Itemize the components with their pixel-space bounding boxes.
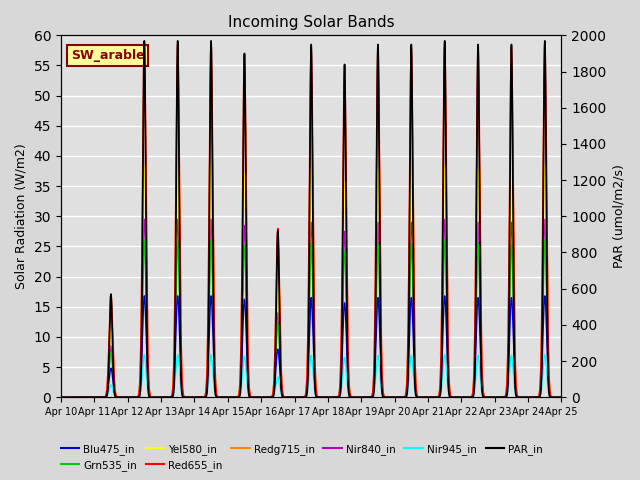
Grn535_in — [531, 395, 538, 400]
Yel580_in — [294, 395, 301, 400]
Yel580_in — [57, 395, 65, 400]
Blu475_in — [57, 395, 65, 400]
Red655_in — [227, 395, 235, 400]
Yel580_in — [536, 381, 544, 386]
Yel580_in — [423, 395, 431, 400]
Grn535_in — [57, 395, 65, 400]
Nir945_in — [536, 392, 544, 397]
Nir840_in — [437, 372, 445, 378]
PAR_in — [437, 384, 445, 390]
Yel580_in — [531, 395, 538, 400]
Nir945_in — [140, 352, 148, 358]
Blu475_in — [536, 388, 544, 394]
Yel580_in — [557, 395, 565, 400]
Nir840_in — [557, 395, 565, 400]
Nir840_in — [294, 395, 301, 400]
PAR_in — [423, 395, 431, 400]
Title: Incoming Solar Bands: Incoming Solar Bands — [228, 15, 394, 30]
Nir840_in — [531, 395, 538, 400]
Red655_in — [531, 395, 538, 400]
PAR_in — [531, 395, 538, 400]
Nir840_in — [536, 384, 544, 389]
Grn535_in — [140, 238, 148, 243]
Yel580_in — [437, 365, 445, 371]
Redg715_in — [531, 395, 538, 400]
Nir945_in — [437, 389, 445, 395]
PAR_in — [227, 395, 235, 400]
Line: Redg715_in: Redg715_in — [61, 70, 561, 397]
Red655_in — [536, 373, 544, 379]
Blu475_in — [294, 395, 301, 400]
Blu475_in — [423, 395, 431, 400]
Blu475_in — [557, 395, 565, 400]
Redg715_in — [294, 395, 301, 400]
Redg715_in — [557, 395, 565, 400]
Line: Red655_in: Red655_in — [61, 41, 561, 397]
PAR_in — [557, 395, 565, 400]
Red655_in — [423, 395, 431, 400]
Line: Yel580_in: Yel580_in — [61, 166, 561, 397]
Y-axis label: Solar Radiation (W/m2): Solar Radiation (W/m2) — [15, 144, 28, 289]
Y-axis label: PAR (umol/m2/s): PAR (umol/m2/s) — [612, 164, 625, 268]
Line: Blu475_in: Blu475_in — [61, 296, 561, 397]
Nir945_in — [557, 395, 565, 400]
Nir945_in — [294, 395, 301, 400]
PAR_in — [140, 38, 148, 44]
Grn535_in — [557, 395, 565, 400]
Grn535_in — [294, 395, 301, 400]
Nir945_in — [423, 395, 431, 400]
Nir945_in — [531, 395, 538, 400]
PAR_in — [294, 395, 301, 400]
Line: Nir840_in: Nir840_in — [61, 219, 561, 397]
Nir840_in — [227, 395, 235, 400]
Grn535_in — [227, 395, 235, 400]
Nir945_in — [57, 395, 65, 400]
Nir840_in — [57, 395, 65, 400]
Redg715_in — [140, 67, 148, 73]
Blu475_in — [437, 382, 445, 387]
Red655_in — [57, 395, 65, 400]
Grn535_in — [536, 385, 544, 391]
Blu475_in — [227, 395, 235, 400]
Redg715_in — [423, 395, 431, 400]
Redg715_in — [57, 395, 65, 400]
Red655_in — [294, 395, 301, 400]
Blu475_in — [140, 293, 148, 299]
Yel580_in — [227, 395, 235, 400]
Redg715_in — [227, 395, 235, 400]
Grn535_in — [437, 374, 445, 380]
Red655_in — [557, 395, 565, 400]
Yel580_in — [140, 163, 148, 169]
Blu475_in — [531, 395, 538, 400]
Legend: Blu475_in, Grn535_in, Yel580_in, Red655_in, Redg715_in, Nir840_in, Nir945_in, PA: Blu475_in, Grn535_in, Yel580_in, Red655_… — [56, 439, 547, 475]
Redg715_in — [437, 353, 445, 359]
Line: Grn535_in: Grn535_in — [61, 240, 561, 397]
Nir840_in — [423, 395, 431, 400]
Nir945_in — [227, 395, 235, 400]
Line: PAR_in: PAR_in — [61, 41, 561, 397]
PAR_in — [57, 395, 65, 400]
Nir840_in — [140, 216, 148, 222]
Grn535_in — [423, 395, 431, 400]
PAR_in — [536, 392, 544, 397]
Redg715_in — [536, 375, 544, 381]
Text: SW_arable: SW_arable — [71, 49, 145, 62]
Red655_in — [140, 38, 148, 44]
Line: Nir945_in: Nir945_in — [61, 355, 561, 397]
Red655_in — [437, 349, 445, 355]
